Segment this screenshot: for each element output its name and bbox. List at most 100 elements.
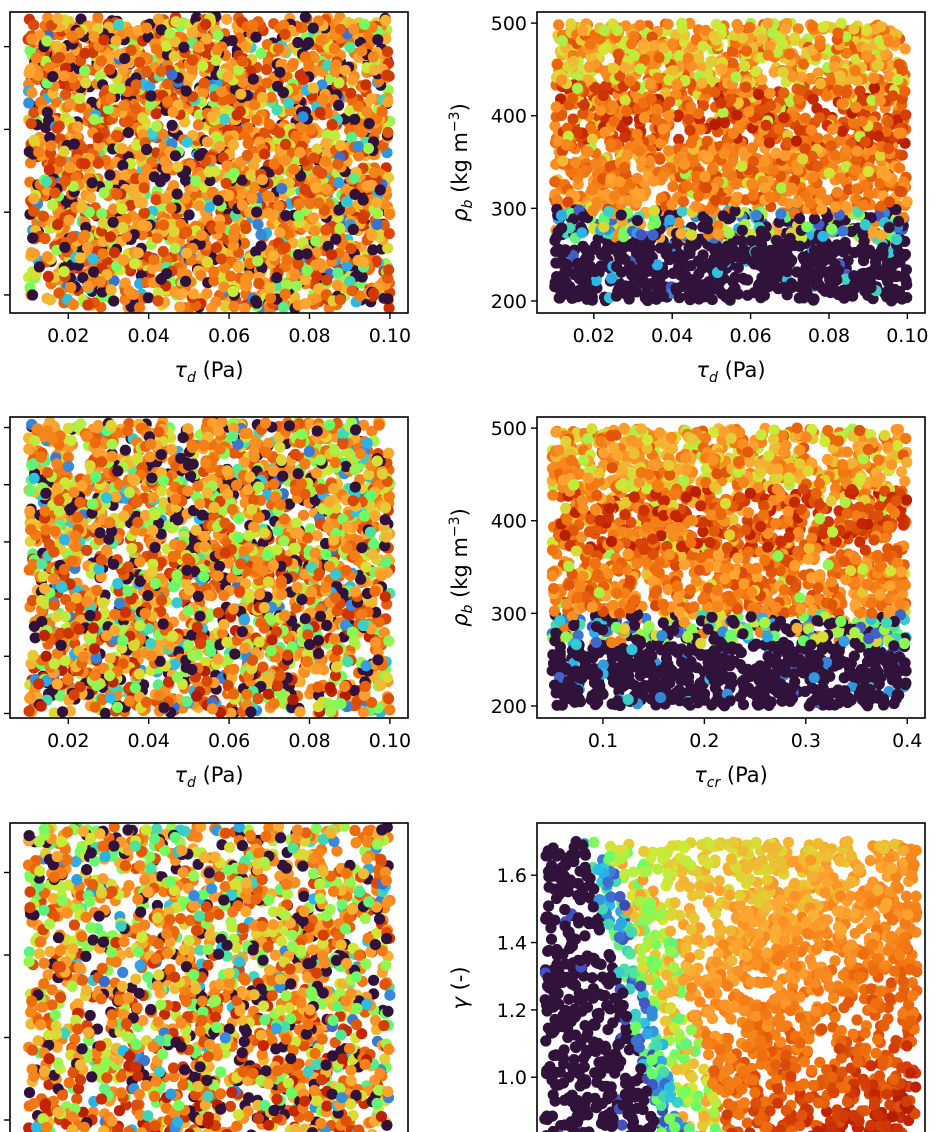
scatter-point <box>330 233 342 245</box>
scatter-point <box>682 113 695 125</box>
scatter-point <box>697 249 709 261</box>
scatter-point <box>28 134 40 146</box>
scatter-point <box>344 275 356 287</box>
scatter-point <box>722 213 734 225</box>
scatter-point <box>841 243 853 256</box>
scatter-point <box>86 177 98 189</box>
scatter-point <box>319 204 331 216</box>
scatter-point <box>314 106 326 119</box>
scatter-point <box>210 54 222 66</box>
scatter-point <box>51 122 63 134</box>
scatter-point <box>706 55 719 67</box>
scatter-point <box>382 96 394 108</box>
scatter-point <box>663 145 675 157</box>
scatter-point <box>169 36 181 48</box>
scatter-point <box>239 274 252 286</box>
scatter-point <box>241 149 253 161</box>
scatter-point <box>43 62 56 74</box>
scatter-point <box>644 155 656 167</box>
scatter-point <box>326 249 338 261</box>
scatter-point <box>119 293 131 306</box>
scatter-point <box>299 184 311 196</box>
scatter-point <box>763 137 776 149</box>
scatter-point <box>80 77 92 89</box>
scatter-point <box>108 295 120 307</box>
scatter-point <box>334 23 346 35</box>
scatter-point <box>44 131 56 144</box>
scatter-point <box>72 121 84 133</box>
scatter-point <box>67 180 79 192</box>
scatter-point <box>618 161 631 173</box>
scatter-point <box>371 218 383 231</box>
scatter-point <box>108 247 120 259</box>
scatter-point <box>53 287 65 299</box>
scatter-point <box>817 230 829 242</box>
scatter-point <box>580 164 592 176</box>
scatter-point <box>835 134 847 146</box>
scatter-point <box>549 281 561 293</box>
scatter-point <box>279 241 291 253</box>
x-tick-label: 0.10 <box>369 325 411 347</box>
scatter-point <box>157 128 169 140</box>
scatter-point <box>334 294 346 306</box>
scatter-point <box>255 229 267 241</box>
scatter-point <box>798 58 810 70</box>
scatter-point <box>198 77 210 89</box>
scatter-point <box>151 120 163 132</box>
scatter-point <box>356 271 368 283</box>
scatter-point <box>104 64 116 76</box>
scatter-point <box>290 130 302 142</box>
scatter-point <box>150 108 162 120</box>
scatter-point <box>667 65 679 77</box>
scatter-point <box>858 199 870 211</box>
scatter-point <box>178 41 190 54</box>
scatter-point <box>835 172 847 184</box>
scatter-point <box>859 179 871 191</box>
scatter-point <box>367 244 379 256</box>
scatter-point <box>39 233 51 245</box>
scatter-point <box>831 186 843 198</box>
scatter-point <box>167 106 179 118</box>
scatter-point <box>589 158 602 170</box>
scatter-point <box>200 18 212 30</box>
scatter-point <box>836 125 848 137</box>
scatter-point <box>368 166 380 179</box>
scatter-point <box>829 201 841 213</box>
scatter-point <box>880 125 892 137</box>
scatter-point <box>883 196 895 208</box>
scatter-point <box>383 228 395 240</box>
scatter-point <box>118 254 130 266</box>
scatter-point <box>866 94 878 106</box>
scatter-point <box>677 196 690 208</box>
scatter-point <box>231 109 243 121</box>
scatter-point <box>219 262 231 274</box>
scatter-point <box>181 136 193 148</box>
scatter-point <box>88 31 100 43</box>
scatter-point <box>709 194 721 206</box>
scatter-point <box>741 45 753 57</box>
scatter-point <box>111 188 123 200</box>
scatter-point <box>136 112 149 124</box>
scatter-point <box>770 147 783 159</box>
scatter-point <box>347 223 359 236</box>
scatter-point <box>693 293 705 305</box>
scatter-point <box>302 37 315 49</box>
scatter-point <box>348 23 360 35</box>
scatter-point <box>152 13 164 25</box>
scatter-point <box>727 127 739 140</box>
scatter-point <box>259 127 271 139</box>
scatter-point <box>228 167 240 179</box>
scatter-point <box>891 114 904 126</box>
x-tick-label: 0.06 <box>208 325 250 347</box>
scatter-point <box>896 293 908 305</box>
scatter-point <box>253 277 265 290</box>
scatter-point <box>365 93 377 105</box>
scatter-point <box>812 132 824 144</box>
scatter-point <box>141 143 153 156</box>
scatter-point <box>382 46 394 58</box>
scatter-point <box>28 193 40 205</box>
scatter-point <box>376 105 388 117</box>
scatter-point <box>166 119 178 131</box>
scatter-point <box>267 250 279 262</box>
scatter-point <box>701 135 713 147</box>
